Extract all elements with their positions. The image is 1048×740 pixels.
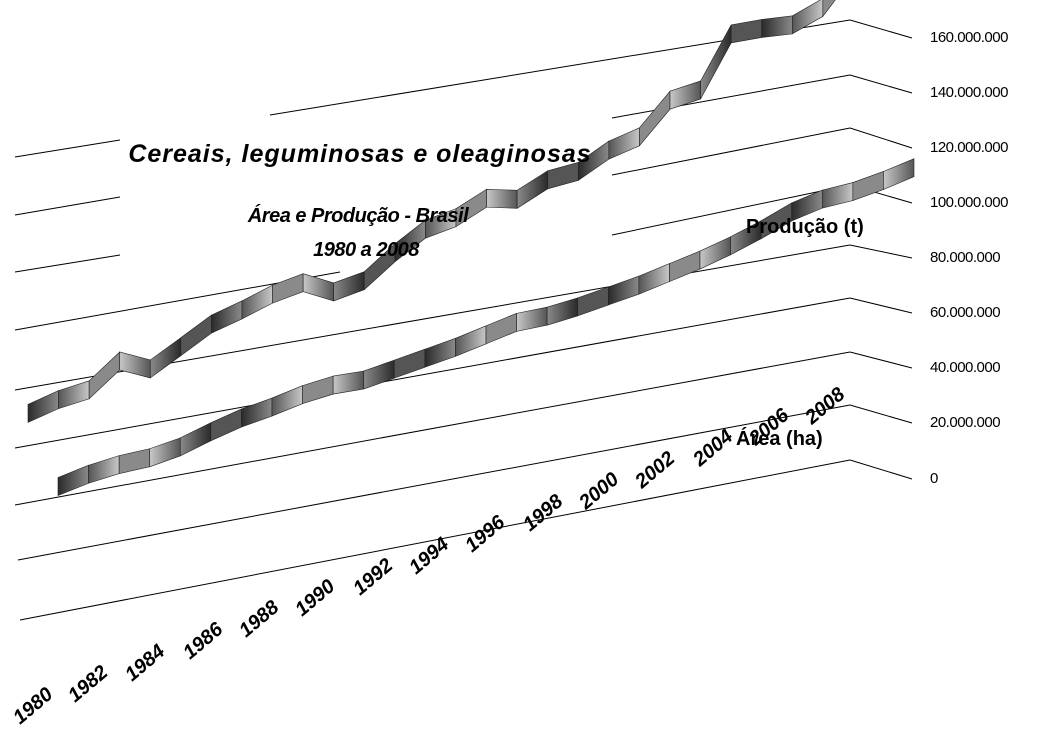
grid-line	[611, 127, 851, 176]
x-tick-label: 1990	[291, 575, 339, 620]
ribbon-segment	[761, 15, 793, 38]
y-tick-label: 40.000.000	[930, 359, 1000, 376]
grid-line	[19, 459, 851, 621]
ribbon-segment	[88, 455, 120, 484]
y-tick-label: 100.000.000	[930, 194, 1008, 211]
ribbon-segment	[363, 359, 395, 390]
grid-line	[14, 254, 121, 273]
grid-line	[611, 74, 851, 119]
y-tick-label: 140.000.000	[930, 84, 1008, 101]
ribbon-segment	[516, 306, 548, 332]
grid-line	[14, 196, 121, 216]
ribbon-segment	[149, 337, 182, 379]
ribbon-segment	[149, 437, 181, 468]
ribbon-segment	[638, 263, 670, 295]
y-tick-label: 160.000.000	[930, 29, 1008, 46]
grid-line	[14, 139, 121, 158]
y-tick-label: 120.000.000	[930, 139, 1008, 156]
ribbon-segment	[546, 297, 579, 326]
ribbon-segment	[271, 385, 303, 417]
ribbon-segment	[179, 422, 212, 457]
tick-leader-line	[849, 74, 913, 94]
chart-title: Cereais, leguminosas e oleaginosas	[128, 140, 591, 168]
chart-subtitle-years: 1980 a 2008	[313, 239, 420, 261]
series-label-area: Área (ha)	[736, 427, 823, 450]
y-tick-label: 60.000.000	[930, 304, 1000, 321]
ribbon-segment	[241, 397, 273, 428]
ribbon-segment	[88, 351, 121, 400]
ribbon-segment	[272, 273, 304, 304]
x-tick-label: 1988	[235, 596, 284, 642]
ribbon-segment	[241, 284, 273, 320]
y-tick-label: 80.000.000	[930, 249, 1000, 266]
grid-line	[14, 351, 851, 506]
x-tick-label: 1982	[64, 661, 112, 706]
ribbon-segment	[210, 408, 242, 442]
ribbon-segment	[822, 0, 836, 18]
x-tick-label: 2002	[630, 447, 679, 493]
grid-line	[14, 297, 851, 449]
ribbon-segment	[669, 250, 701, 283]
ribbon-segment	[639, 90, 671, 147]
ribbon-segment	[211, 300, 243, 334]
x-tick-label: 1984	[121, 640, 169, 685]
ribbon-segment	[119, 351, 151, 379]
ribbon-segment	[516, 170, 549, 209]
ribbon-segment	[852, 171, 884, 201]
ribbon-segment	[821, 182, 854, 209]
x-tick-label: 1986	[179, 618, 228, 664]
ribbon-segment	[27, 390, 59, 423]
y-tick-label: 20.000.000	[930, 414, 1000, 431]
ribbon-layer	[27, 0, 915, 496]
ribbon-segment	[332, 370, 365, 395]
ribbon-segment	[883, 158, 915, 190]
x-tick-label: 1998	[519, 490, 568, 536]
ribbon-segment	[700, 24, 732, 100]
series-label-producao: Produção (t)	[746, 216, 864, 238]
ribbon-segment	[485, 312, 517, 345]
ribbon-segment	[455, 325, 487, 357]
tick-leader-line	[849, 459, 913, 480]
ribbon-segment	[699, 236, 731, 270]
series-ribbon-0	[27, 0, 836, 423]
tick-leader-line	[849, 351, 913, 369]
tick-leader-line	[849, 404, 913, 424]
ribbon-segment	[118, 448, 151, 474]
x-tick-layer: 1980 1982 1984 1986 1988 1990 1992 1994 1996 1998…	[9, 383, 850, 729]
tick-leader-line	[849, 19, 913, 39]
x-tick-label: 1992	[349, 554, 397, 599]
ribbon-segment	[730, 19, 763, 44]
ribbon-segment	[424, 337, 456, 368]
ribbon-segment	[302, 375, 334, 405]
x-tick-label: 1980	[9, 683, 57, 728]
tick-leader-line	[849, 127, 913, 149]
ribbon-segment	[58, 380, 90, 410]
ribbon-segment	[393, 348, 426, 379]
ribbon-segment	[607, 275, 640, 306]
ribbon-segment	[791, 0, 824, 35]
ribbon-segment	[180, 314, 212, 357]
x-tick-label: 2000	[574, 468, 623, 514]
ribbon-segment	[486, 188, 518, 209]
tick-leader-line	[849, 297, 913, 314]
x-tick-label: 1996	[461, 511, 510, 557]
x-tick-label: 1994	[405, 533, 453, 578]
grid-layer	[14, 19, 913, 621]
series-ribbon-1	[57, 158, 915, 496]
ribbon-segment	[57, 464, 89, 496]
chart-subtitle: Área e Produção - Brasil	[247, 204, 469, 227]
ribbon-segment	[333, 271, 365, 302]
ribbon-segment	[302, 273, 335, 302]
y-tick-layer: 0 20.000.000 40.000.000 60.000.000 80.000.00…	[930, 29, 1009, 487]
x-tick-label: 2004	[688, 425, 737, 471]
y-tick-label: 0	[930, 470, 938, 487]
grid-line	[17, 404, 851, 561]
ribbon-segment	[608, 127, 640, 160]
tick-leader-line	[849, 244, 913, 259]
grid-line	[611, 184, 851, 236]
